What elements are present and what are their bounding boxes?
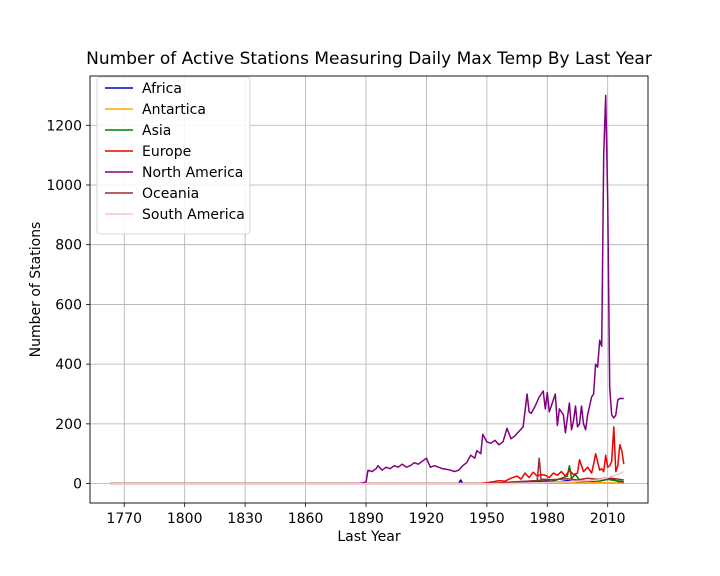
legend-label-africa: Africa [142, 81, 182, 97]
legend-label-asia: Asia [142, 123, 171, 139]
y-tick-label: 600 [55, 297, 82, 313]
legend-label-antartica: Antartica [142, 102, 206, 118]
series-line-north-america [110, 94, 624, 485]
legend-label-north-america: North America [142, 165, 243, 181]
ticks: 1770 1800 1830 1860 1890 1920 1950 1980 2010 0 200… [46, 118, 625, 527]
plot-frame [89, 75, 649, 504]
y-tick-label: 0 [73, 477, 82, 493]
y-tick-label: 200 [55, 417, 82, 433]
x-tick-label: 1980 [529, 511, 565, 527]
y-tick-label: 800 [55, 238, 82, 254]
y-axis-label: Number of Stations [28, 222, 44, 358]
x-tick-label: 1920 [409, 511, 445, 527]
chart-title: Number of Active Stations Measuring Dail… [86, 49, 652, 69]
legend-label-europe: Europe [142, 144, 191, 160]
x-tick-label: 1800 [167, 511, 203, 527]
x-tick-label: 1830 [227, 511, 263, 527]
legend: Africa Antartica Asia Europe North America Oc… [96, 76, 251, 235]
legend-label-oceania: Oceania [142, 186, 199, 202]
x-tick-label: 2010 [590, 511, 626, 527]
y-tick-label: 1200 [46, 118, 82, 134]
x-tick-label: 1950 [469, 511, 505, 527]
series-layer [110, 94, 625, 485]
x-tick-label: 1770 [106, 511, 142, 527]
y-tick-label: 400 [55, 357, 82, 373]
x-tick-label: 1890 [348, 511, 384, 527]
legend-label-south-america: South America [142, 207, 245, 223]
legend-box [96, 76, 251, 235]
y-tick-label: 1000 [46, 178, 82, 194]
x-tick-label: 1860 [288, 511, 324, 527]
x-axis-label: Last Year [337, 529, 400, 545]
series-line-europe [110, 426, 625, 485]
series-line-south-america [110, 470, 625, 485]
